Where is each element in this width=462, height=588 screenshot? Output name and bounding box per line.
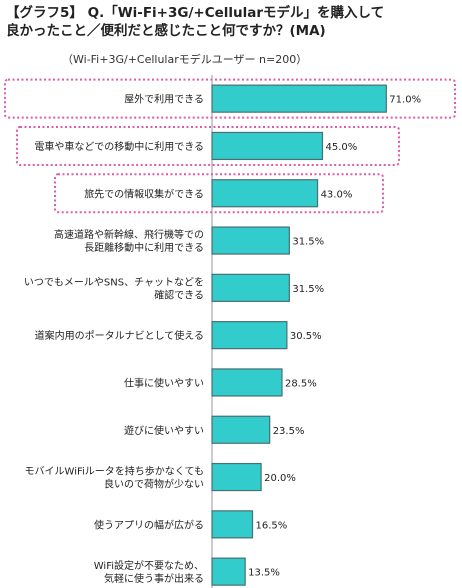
bar-5 — [211, 273, 290, 302]
bar-10 — [211, 510, 254, 539]
bar-1 — [211, 84, 387, 113]
category-label-2: 電車や車などでの移動中に利用できる — [34, 140, 204, 153]
category-label-9-line-2: 良いので荷物が少ない — [104, 478, 204, 491]
category-label-5-line-1: いつでもメールやSNS、チャットなどを — [24, 276, 204, 288]
category-label-6: 道案内用のポータルナビとして使える — [35, 329, 204, 342]
value-label-6: 30.5% — [290, 331, 322, 342]
category-label-7: 仕事に使いやすい — [124, 376, 204, 389]
value-label-3: 43.0% — [321, 189, 353, 200]
chart-title: 【グラフ5】 Q.「Wi-Fi+3G/+Cellularモデル」を購入して 良か… — [6, 4, 456, 40]
category-label-3: 旅先での情報収集ができる — [84, 187, 204, 200]
category-label-9-line-1: モバイルWiFiルータを持ち歩かなくても — [25, 465, 204, 478]
category-label-8: 遊びに使いやすい — [124, 424, 204, 437]
category-label-5-line-2: 確認できる — [154, 288, 204, 301]
chart-title-line-2: 良かったこと／便利だと感じたこと何ですか？(MA) — [6, 23, 326, 39]
value-label-7: 28.5% — [285, 378, 317, 389]
highlight-box-2 — [16, 125, 400, 166]
chart-title-line-1: 【グラフ5】 Q.「Wi-Fi+3G/+Cellularモデル」を購入して — [6, 5, 385, 21]
bar-4 — [211, 226, 290, 255]
value-label-2: 45.0% — [325, 142, 357, 153]
category-label-11-line-2: 気軽に使う事が出来る — [104, 572, 204, 585]
bar-6 — [211, 321, 288, 350]
category-label-4-line-1: 高速道路や新幹線、飛行機等での — [54, 228, 204, 241]
bar-7 — [211, 368, 283, 397]
category-label-10: 使うアプリの幅が広がる — [94, 518, 204, 531]
value-label-10: 16.5% — [256, 520, 288, 531]
bar-11 — [211, 557, 246, 586]
bar-8 — [211, 415, 271, 444]
chart-subtitle: （Wi-Fi+3G/+Cellularモデルユーザー n=200） — [62, 53, 308, 66]
value-label-5: 31.5% — [292, 284, 324, 295]
bar-2 — [211, 131, 324, 161]
value-label-4: 31.5% — [292, 237, 324, 248]
highlight-box-3 — [54, 173, 384, 214]
bar-9 — [211, 462, 262, 492]
value-label-9: 20.0% — [264, 473, 296, 484]
category-label-1: 屋外で利用できる — [124, 94, 204, 106]
value-label-11: 13.5% — [248, 568, 280, 579]
highlight-box-1 — [4, 78, 456, 119]
bar-3 — [211, 179, 319, 208]
value-label-1: 71.0% — [389, 95, 421, 106]
value-label-8: 23.5% — [273, 426, 305, 437]
category-label-4-line-2: 長距離移動中に利用できる — [84, 241, 204, 254]
category-label-11-line-1: WiFi設定が不要なため、 — [94, 559, 204, 572]
